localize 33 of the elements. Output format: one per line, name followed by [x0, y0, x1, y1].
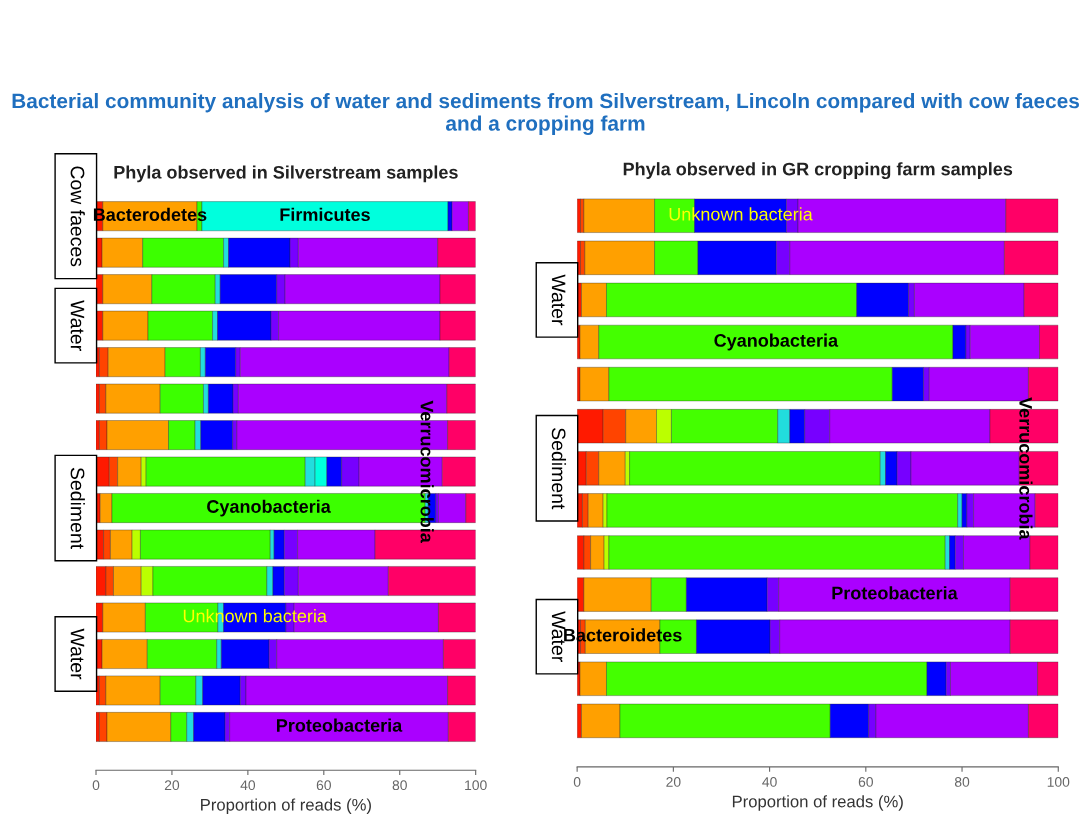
series-label: Verrucomicrobia [1019, 397, 1033, 540]
y-tick-label: Sediment [551, 428, 567, 510]
text: Bacterial community analysis of water and sediments from Silverstream, Lincoln compared with cow faeces and a cropping farm [12, 93, 1079, 135]
x-tick-label: 60 [316, 780, 331, 791]
x-axis-title: Proportion of reads (%) [732, 795, 903, 811]
bar [629, 451, 881, 486]
x-tick-label: 80 [392, 780, 407, 791]
x-tick-label: 0 [573, 777, 581, 787]
x-tick-label: 80 [954, 777, 970, 787]
x-tick-label: 100 [1047, 777, 1070, 787]
series-label: Firmicutes [280, 207, 370, 222]
x-axis-title: Proportion of reads (%) [201, 798, 371, 814]
text: Verrucomicrobia [420, 400, 434, 543]
x-tick-label: 20 [164, 780, 180, 791]
x-tick-label: 40 [762, 777, 777, 787]
y-tick-label: Water [551, 274, 566, 326]
x-tick-label: 40 [240, 780, 256, 791]
x-tick-label: 60 [858, 777, 873, 787]
bar [606, 493, 958, 528]
y-tick-label: Water [70, 300, 85, 351]
x-tick-label: 100 [465, 780, 487, 791]
y-tick-label: Water [551, 611, 566, 662]
y-tick-label: Water [70, 628, 85, 680]
chart-title: Phyla observed in GR cropping farm samples [623, 162, 1013, 180]
x-tick-label: 0 [92, 780, 100, 791]
series-label: Cyanobacteria [714, 333, 839, 351]
series-label: Proteobacteria [276, 718, 403, 732]
series-label: Proteobacteria [832, 586, 958, 600]
chart-title: Phyla observed in Silverstream samples [114, 165, 458, 183]
x-tick-label: 20 [666, 777, 681, 787]
series-label: Cyanobacteria [207, 499, 331, 517]
y-tick-label: Sediment [70, 467, 85, 549]
y-tick-label: Cow faeces [70, 166, 85, 267]
